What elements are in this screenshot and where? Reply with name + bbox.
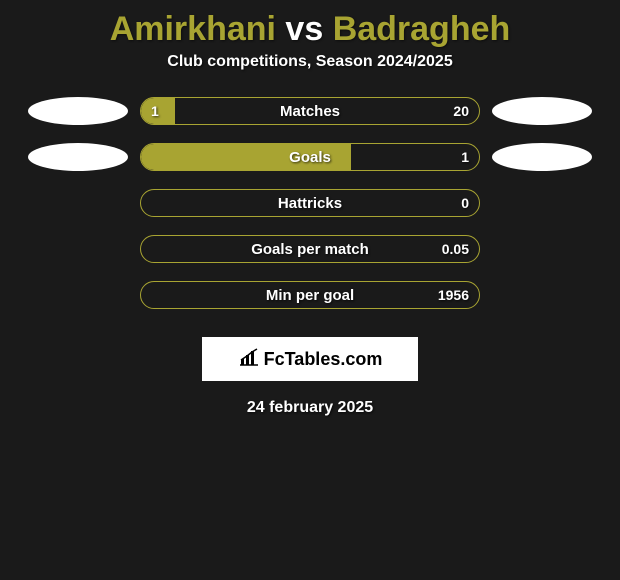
stat-right-value: 20: [453, 98, 469, 124]
subtitle: Club competitions, Season 2024/2025: [0, 53, 620, 97]
page-title: Amirkhani vs Badragheh: [0, 0, 620, 53]
stat-label: Min per goal: [141, 282, 479, 308]
stat-row: Hattricks0: [10, 189, 610, 217]
stat-label: Matches: [141, 98, 479, 124]
stat-row: Goals per match0.05: [10, 235, 610, 263]
stat-right-value: 0: [461, 190, 469, 216]
stat-label: Hattricks: [141, 190, 479, 216]
title-vs: vs: [276, 10, 333, 48]
title-left: Amirkhani: [110, 10, 276, 48]
stat-row: Goals1: [10, 143, 610, 171]
stat-label: Goals: [141, 144, 479, 170]
stats-rows: 1Matches20Goals1Hattricks0Goals per matc…: [0, 97, 620, 309]
stat-right-value: 0.05: [442, 236, 469, 262]
logo-text: FcTables.com: [264, 349, 383, 370]
stat-bar: Goals per match0.05: [140, 235, 480, 263]
stat-bar: 1Matches20: [140, 97, 480, 125]
stat-right-value: 1956: [438, 282, 469, 308]
title-right: Badragheh: [333, 10, 511, 48]
stat-row: Min per goal1956: [10, 281, 610, 309]
player-oval-right: [492, 97, 592, 125]
date: 24 february 2025: [0, 399, 620, 417]
stat-bar: Min per goal1956: [140, 281, 480, 309]
stat-row: 1Matches20: [10, 97, 610, 125]
player-oval-right: [492, 143, 592, 171]
stat-right-value: 1: [461, 144, 469, 170]
logo-box: FcTables.com: [202, 337, 418, 381]
stat-bar: Hattricks0: [140, 189, 480, 217]
chart-bars-icon: [238, 347, 260, 372]
player-oval-left: [28, 143, 128, 171]
player-oval-left: [28, 97, 128, 125]
stat-label: Goals per match: [141, 236, 479, 262]
stat-bar: Goals1: [140, 143, 480, 171]
